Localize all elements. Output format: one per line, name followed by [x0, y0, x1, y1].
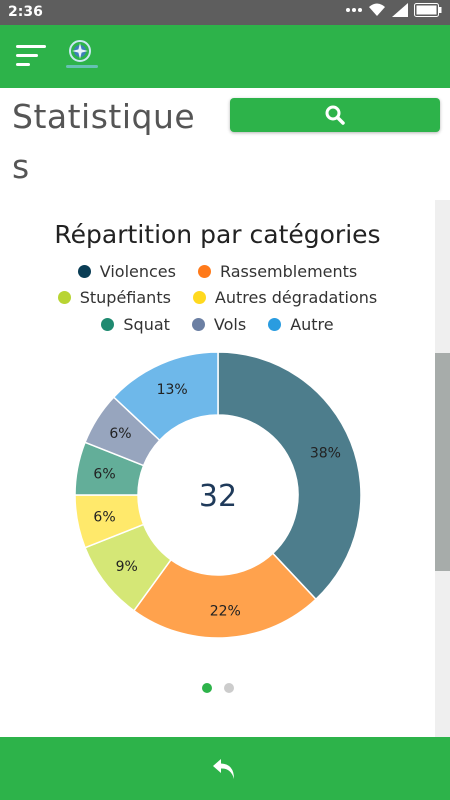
legend-item-autre[interactable]: Autre	[268, 314, 334, 334]
legend-row: Violences Rassemblements	[0, 258, 435, 285]
legend-label: Violences	[99, 261, 176, 281]
back-arrow-icon[interactable]	[211, 755, 239, 783]
chart-pager	[0, 683, 435, 693]
legend-dot	[268, 317, 282, 331]
signal-icon	[392, 3, 408, 17]
chart-card	[0, 200, 435, 737]
wifi-icon	[369, 3, 385, 16]
donut-center-total: 32	[199, 479, 237, 514]
legend-label: Squat	[123, 314, 170, 334]
donut-chart: 38% 22% 9% 6% 6% 6% 13% 32	[74, 351, 362, 639]
slice-label: 22%	[210, 603, 241, 619]
slice-label: 6%	[93, 510, 115, 526]
status-bar: 2:36	[0, 0, 450, 25]
legend-row: Squat Vols Autre	[0, 311, 435, 338]
legend-dot	[101, 317, 115, 331]
page-title: Statistiques	[12, 97, 196, 186]
hamburger-menu-icon	[16, 63, 30, 66]
legend-item-violences[interactable]: Violences	[77, 261, 176, 281]
pie-slice[interactable]	[112, 351, 219, 442]
dots-icon	[346, 8, 362, 12]
legend-item-autres-degradations[interactable]: Autres dégradations	[192, 288, 378, 308]
pie-slice[interactable]	[217, 351, 362, 601]
chart-title: Répartition par catégories	[54, 220, 381, 249]
legend-dot	[77, 264, 91, 278]
legend-label: Rassemblements	[219, 261, 358, 281]
app-bar	[0, 25, 450, 88]
slice-label: 9%	[116, 559, 138, 575]
bottom-bar	[0, 737, 450, 800]
battery-icon	[414, 3, 442, 17]
search-button[interactable]	[230, 98, 440, 132]
legend-label: Vols	[213, 314, 247, 334]
search-icon	[325, 105, 345, 125]
slice-label: 6%	[93, 466, 115, 482]
legend-item-rassemblements[interactable]: Rassemblements	[197, 261, 358, 281]
hamburger-menu-icon	[16, 54, 38, 57]
legend-item-squat[interactable]: Squat	[101, 315, 170, 334]
legend-label: Autres dégradations	[214, 288, 378, 308]
legend-dot	[57, 291, 71, 305]
status-icons	[346, 3, 442, 17]
legend-dot	[197, 264, 211, 278]
hamburger-menu-icon	[16, 45, 46, 48]
pager-dot[interactable]	[201, 683, 212, 693]
compass-logo-icon	[66, 40, 98, 68]
legend-item-stupefiants[interactable]: Stupéfiants	[57, 288, 171, 308]
legend-dot	[192, 291, 206, 305]
scrollbar-thumb[interactable]	[435, 353, 450, 571]
pie-slice[interactable]	[132, 552, 317, 639]
legend-item-vols[interactable]: Vols	[191, 314, 247, 334]
chart-legend: Violences Rassemblements Stupéfiants Aut…	[0, 258, 435, 338]
legend-row: Stupéfiants Autres dégradations	[0, 285, 435, 312]
legend-label: Autre	[290, 314, 334, 334]
legend-label: Stupéfiants	[79, 288, 171, 308]
status-time: 2:36	[8, 4, 43, 20]
slice-label: 38%	[310, 445, 341, 461]
legend-dot	[191, 317, 205, 331]
slice-label: 13%	[157, 382, 188, 398]
slice-label: 6%	[109, 426, 131, 442]
menu-button[interactable]	[16, 43, 46, 69]
pager-dot[interactable]	[223, 683, 234, 693]
